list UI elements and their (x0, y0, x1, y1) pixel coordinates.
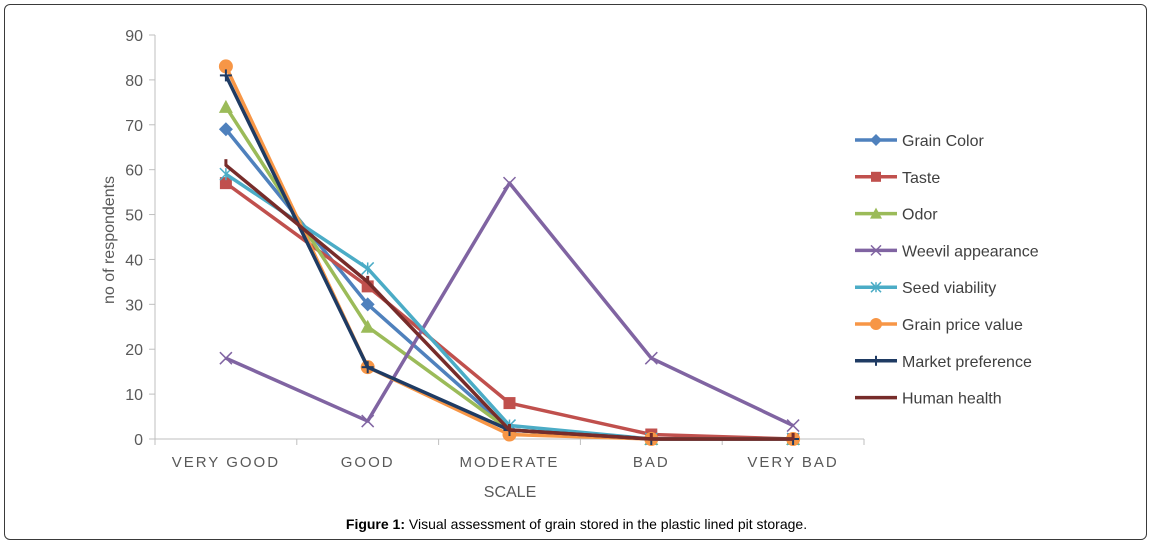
point-x (219, 351, 233, 365)
point-x (644, 351, 658, 365)
series-line-grain-color (224, 128, 794, 441)
y-tick-label: 70 (125, 118, 143, 135)
point-tick (791, 433, 795, 440)
point-tick (508, 424, 511, 432)
point-x-stroke (502, 176, 517, 190)
point-x (786, 419, 800, 433)
point-triangle (218, 99, 233, 113)
point-x (870, 244, 882, 256)
x-axis: VERY GOOD GOOD MODERATE BAD VERY BAD (154, 438, 865, 471)
point-diamond (218, 122, 233, 137)
legend-item-grain-color: Grain Color (855, 133, 984, 150)
caption-text: Visual assessment of grain stored in the… (405, 516, 808, 532)
point-x-stroke (361, 414, 375, 428)
y-axis-label: no of respondents (101, 176, 118, 304)
y-axis: 0 10 20 30 40 50 60 70 80 90 (125, 28, 156, 449)
x-axis-label: SCALE (484, 484, 536, 501)
point-tick (649, 433, 653, 440)
point-x-stroke (870, 244, 882, 256)
y-tick-label: 90 (125, 28, 143, 45)
point-x-stroke (644, 351, 658, 365)
legend-label: Grain Color (902, 133, 984, 150)
legend-item-taste: Taste (855, 170, 940, 187)
x-tick-label: MODERATE (460, 454, 560, 471)
series-line-odor (224, 105, 794, 441)
point-circle (218, 59, 233, 74)
legend-label: Odor (902, 207, 938, 224)
point-tick (366, 275, 370, 283)
point-x (502, 176, 517, 190)
point-tick (224, 159, 228, 167)
series-weevil-appearance (219, 176, 800, 433)
y-tick-label: 50 (125, 208, 143, 225)
legend-label: Seed viability (902, 280, 996, 297)
x-tick-label: BAD (633, 454, 670, 471)
point-triangle (360, 319, 375, 333)
line-chart: 0 10 20 30 40 50 60 70 80 90 VERY GOOD GOOD MODERAT… (101, 28, 1039, 501)
legend-item-market-preference: Market preference (855, 354, 1032, 371)
figure-caption: Figure 1: Visual assessment of grain sto… (0, 516, 1153, 532)
point-square (503, 397, 516, 410)
legend-item-human-health: Human health (855, 391, 1002, 408)
point-triangle (870, 207, 882, 219)
legend-item-seed-viability: Seed viability (855, 280, 996, 297)
series-human-health (224, 159, 795, 441)
point-diamond (360, 297, 375, 312)
y-tick-label: 60 (125, 163, 143, 180)
point-x (361, 414, 375, 428)
legend-item-weevil-appearance: Weevil appearance (855, 243, 1039, 260)
legend-label: Human health (902, 391, 1002, 408)
point-star (361, 261, 375, 275)
point-plus (361, 361, 374, 374)
y-tick-label: 20 (125, 342, 143, 359)
x-tick-label: VERY BAD (747, 454, 838, 471)
point-plus (871, 355, 881, 366)
x-tick-label: GOOD (341, 454, 395, 471)
y-tick-label: 10 (125, 387, 143, 404)
y-tick-label: 30 (125, 297, 143, 314)
legend-item-grain-price-value: Grain price value (855, 317, 1023, 334)
point-star (870, 281, 882, 293)
y-tick-label: 40 (125, 252, 143, 269)
x-tick-label: VERY GOOD (172, 454, 280, 471)
series-lines (218, 59, 801, 446)
point-x-stroke (786, 419, 800, 433)
y-tick-label: 0 (134, 432, 143, 449)
point-square (871, 171, 881, 182)
figure-frame (4, 4, 1147, 540)
legend: Grain Color Taste Odor Weevil appearance See… (855, 133, 1039, 408)
y-tick-label: 80 (125, 73, 143, 90)
point-plus (219, 69, 232, 82)
legend-label: Taste (902, 170, 940, 187)
legend-label: Weevil appearance (902, 243, 1039, 260)
point-circle (870, 318, 882, 330)
point-diamond (870, 134, 882, 146)
legend-item-odor: Odor (855, 207, 938, 224)
series-taste (219, 177, 800, 445)
point-square (219, 177, 232, 190)
point-x-stroke (219, 351, 233, 365)
legend-label: Market preference (902, 354, 1032, 371)
series-line-weevil-appearance (225, 181, 794, 428)
caption-label: Figure 1: (345, 516, 406, 532)
legend-label: Grain price value (902, 317, 1023, 334)
